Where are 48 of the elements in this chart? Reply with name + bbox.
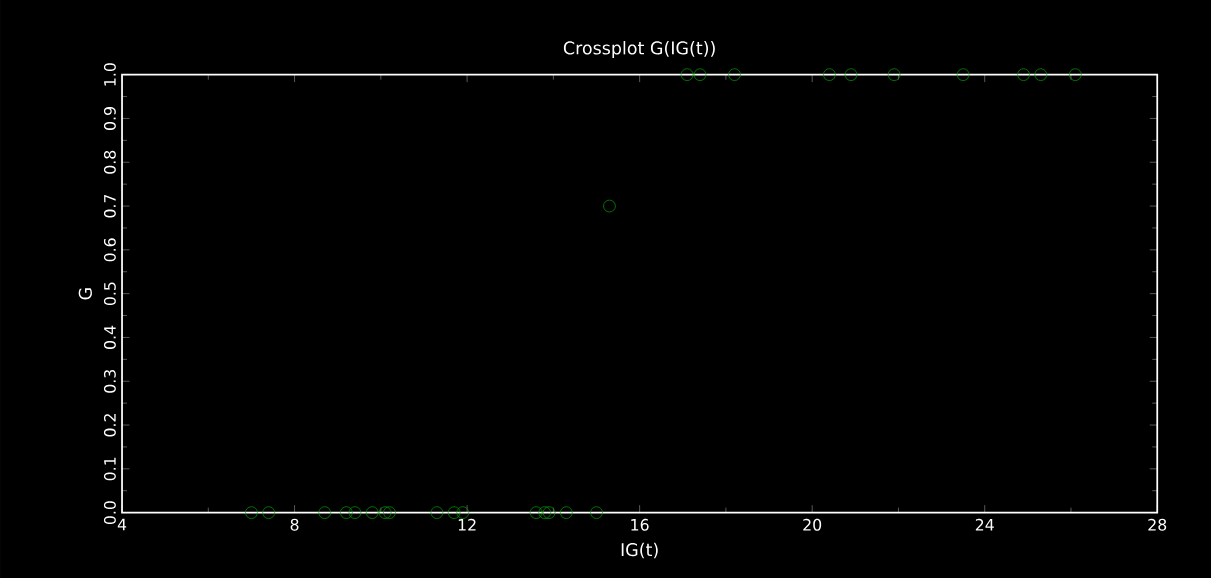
- point: [262, 506, 275, 519]
- y-tick-label: 0.1: [103, 457, 116, 481]
- point: [956, 68, 970, 81]
- x-tick-label: 20: [803, 518, 822, 531]
- point: [378, 506, 392, 519]
- y-tick-label: 0.9: [103, 106, 116, 130]
- x-tick-label: 16: [631, 518, 649, 531]
- point: [456, 506, 470, 519]
- point: [693, 68, 707, 81]
- x-tick-label: 4: [117, 518, 127, 531]
- point: [318, 506, 332, 519]
- y-tick-label: 0.4: [103, 325, 116, 349]
- y-axis-title: G: [78, 288, 92, 300]
- point: [538, 506, 552, 519]
- point: [887, 68, 901, 81]
- y-tick-label: 1.0: [103, 63, 116, 86]
- point: [383, 506, 396, 519]
- y-tick-label: 0.3: [103, 369, 116, 393]
- point: [844, 68, 858, 81]
- point: [365, 506, 379, 519]
- point: [348, 506, 362, 519]
- point: [590, 506, 603, 519]
- point: [823, 68, 836, 81]
- point: [680, 68, 694, 81]
- point: [430, 506, 444, 519]
- y-tick-label: 0.8: [103, 150, 116, 174]
- point: [1034, 68, 1048, 81]
- point: [245, 506, 258, 519]
- point: [447, 506, 461, 519]
- x-tick-label: 12: [458, 518, 476, 531]
- point: [542, 506, 556, 519]
- point: [340, 506, 353, 519]
- y-tick-label: 0.0: [103, 501, 116, 524]
- x-axis-title: IG(t): [621, 542, 658, 559]
- point: [603, 199, 616, 213]
- y-tick-label: 0.6: [103, 238, 116, 262]
- x-tick-label: 28: [1148, 518, 1167, 531]
- point: [728, 68, 741, 81]
- x-tick-label: 8: [290, 518, 299, 531]
- y-tick-label: 0.2: [103, 413, 116, 437]
- chart-title: Crossplot G(IG(t)): [563, 40, 715, 58]
- y-tick-label: 0.7: [103, 194, 116, 218]
- y-tick-label: 0.5: [103, 282, 116, 305]
- point: [1068, 68, 1082, 81]
- point: [529, 506, 543, 519]
- x-tick-label: 24: [975, 518, 994, 531]
- point: [560, 506, 573, 519]
- point: [1017, 68, 1030, 81]
